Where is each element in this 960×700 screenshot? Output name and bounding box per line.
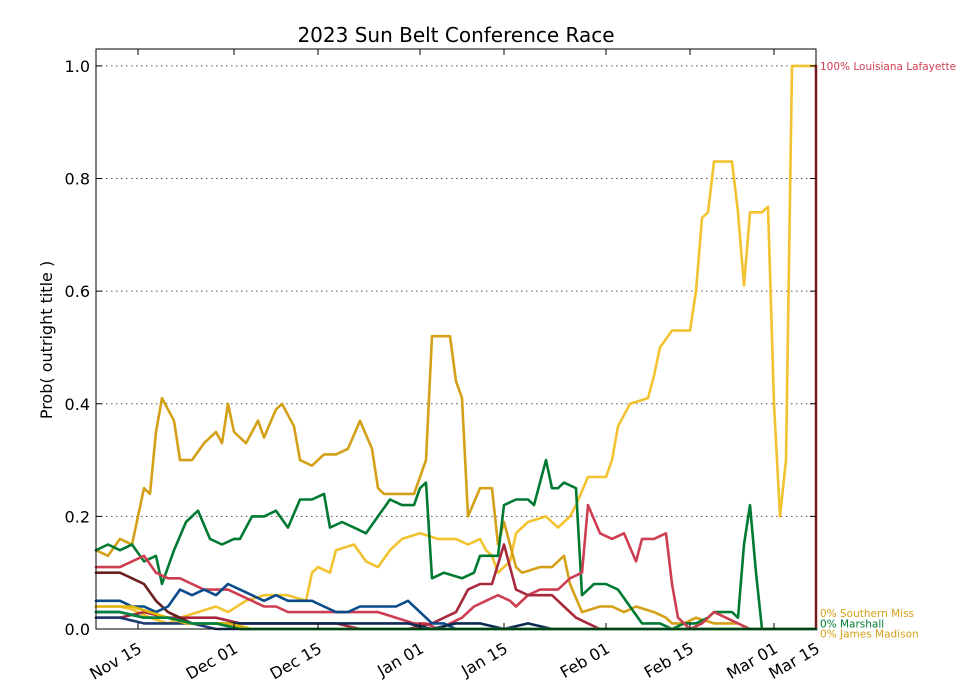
x-tick-label: Jan 15 — [457, 639, 511, 681]
end-label: 0% Southern Miss — [820, 608, 914, 620]
y-tick-label: 0.6 — [65, 282, 90, 301]
series-line-3 — [94, 458, 818, 631]
end-label: 0% Marshall — [820, 618, 884, 630]
plot-frame — [95, 48, 817, 630]
x-tick-label: Feb 01 — [557, 639, 613, 682]
x-tick-label: Dec 15 — [267, 639, 325, 684]
end-label: 100% Louisiana Lafayette — [820, 61, 956, 73]
x-tick-label: Dec 01 — [183, 639, 241, 684]
y-tick-label: 1.0 — [65, 57, 90, 76]
series-line-11 — [94, 610, 818, 631]
series-line-1 — [94, 64, 818, 631]
y-tick-label: 0.0 — [65, 620, 90, 639]
axis-ticks: 0.0 0.2 0.4 0.6 0.8 1.0 Nov 15 Dec 01 Dec 15 Jan … — [65, 49, 823, 683]
end-label: 0% James Madison — [820, 629, 919, 641]
series-line-2 — [94, 334, 818, 631]
series-line-7 — [94, 582, 818, 631]
grid-lines — [96, 65, 816, 517]
series-lines — [94, 64, 818, 631]
x-tick-label: Jan 01 — [373, 639, 427, 681]
series-line-4 — [94, 64, 818, 631]
y-tick-label: 0.8 — [65, 170, 90, 189]
chart-title: 2023 Sun Belt Conference Race — [297, 23, 614, 47]
y-tick-label: 0.2 — [65, 507, 90, 526]
x-tick-label: Nov 15 — [86, 639, 145, 684]
x-tick-label: Feb 15 — [641, 639, 697, 682]
y-axis-label: Prob( outright title ) — [37, 261, 56, 419]
end-labels: 100% Louisiana Lafayette 0% Southern Miss… — [820, 61, 956, 641]
y-tick-label: 0.4 — [65, 395, 90, 414]
series-line-5 — [94, 543, 818, 631]
